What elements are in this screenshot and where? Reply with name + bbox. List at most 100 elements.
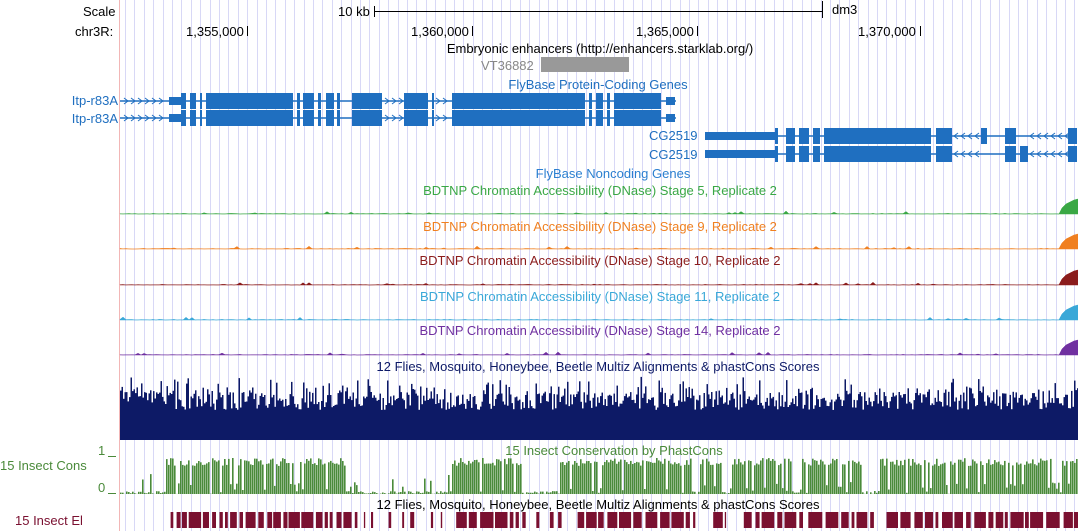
phastcons-score-bar [878,491,880,494]
phastcons-score-bar [700,464,702,494]
phastcons-score-bar [190,485,192,494]
multiz-score-bar [250,392,252,440]
multiz-score-bar [447,402,449,440]
conserved-elements-group[interactable] [170,512,1078,528]
phastcons-score-bar [654,462,656,494]
scale-bar [374,11,822,12]
multiz-score-bar [577,391,579,440]
guide-line [473,0,474,531]
exon-block [404,110,428,126]
phastcons-score-bar [486,463,488,494]
gene-model-group[interactable] [120,93,1077,162]
dnase-signal-group[interactable] [119,198,1078,356]
phastcons-score-bar [662,463,664,494]
phastcons-score-bar [902,465,904,494]
multiz-score-bar [192,398,194,440]
multiz-score-bar [946,405,948,440]
conserved-element [633,512,642,528]
phastcons-score-bar [240,459,242,494]
multiz-score-bar [1065,394,1067,440]
phastcons-score-bar [342,461,344,494]
phastcons-track-label[interactable]: 15 Insect Cons [0,458,87,473]
gene-models[interactable] [0,0,1078,170]
phastcons-score-bar [834,460,836,494]
multiz-score-bar [336,404,338,440]
phastcons-score-bar [870,492,872,494]
phastcons-score-bar [294,484,296,494]
guide-line [774,0,775,531]
multiz-signal-group[interactable] [120,376,1078,440]
multiz-score-bar [790,402,792,440]
guide-line [764,0,765,531]
multiz-score-bar [172,390,174,440]
multiz-score-bar [571,404,573,440]
phastcons-score-bar [604,462,606,494]
multiz-score-bar [483,390,485,440]
phastcons-score-bar [164,491,166,494]
multiz-score-bar [1066,394,1068,440]
enhancer-item-label[interactable]: VT36882 [481,58,534,73]
phastcons-score-bar [1044,460,1046,494]
multiz-score-bar [156,392,158,440]
conserved-element [468,512,477,528]
gene-label-cg2519[interactable]: CG2519 [649,128,698,143]
multiz-score-bar [712,407,714,440]
exon-block [824,128,931,144]
multiz-score-bar [730,394,732,440]
conserved-element [239,512,243,528]
multiz-score-bar [460,403,462,440]
multiz-score-bar [859,392,861,440]
elements-track-label[interactable]: 15 Insect El [15,513,83,528]
phastcons-score-bar [660,461,662,494]
phastcons-ymin: 0 [98,480,106,495]
multiz-score-bar [219,392,221,440]
phastcons-score-bar [846,492,848,494]
phastcons-signal-group[interactable] [120,458,1078,494]
multiz-score-bar [396,399,398,440]
gene-label-itp-r83a[interactable]: Itp-r83A [71,111,118,126]
phastcons-score-bar [668,460,670,494]
phastcons-score-bar [122,492,124,494]
multiz-score-bar [838,396,840,440]
exon-block [813,146,820,162]
guide-line [633,0,634,531]
multiz-score-bar [978,379,980,440]
assembly-label: dm3 [832,2,858,17]
multiz-score-bar [675,406,677,440]
phastcons-score-bar [602,465,604,494]
phastcons-score-bar [942,463,944,494]
multiz-score-bar [448,408,450,440]
phastcons-score-bar [1060,492,1062,494]
phastcons-score-bar [1052,482,1054,494]
phastcons-score-bar [650,462,652,494]
gene-label-itp-r83a[interactable]: Itp-r83A [71,93,118,108]
exon-block [666,97,675,105]
phastcons-score-bar [862,492,864,494]
multiz-score-bar [636,394,638,440]
phastcons-score-bar [372,491,374,494]
enhancer-item[interactable] [541,57,629,72]
exon-block [775,146,778,162]
multiz-score-bar [787,407,789,440]
gene-label-cg2519[interactable]: CG2519 [649,147,698,162]
phastcons-score-bar [330,460,332,494]
guide-line [586,0,587,531]
phastcons-score-bar [768,458,770,494]
multiz-score-bar [402,398,404,440]
strand-arrow [398,114,404,122]
multiz-score-bar [889,401,891,440]
multiz-score-bar [1047,402,1049,440]
multiz-score-bar [604,399,606,440]
guide-line [858,0,859,531]
multiz-score-bar [642,397,644,440]
exon-block [352,110,382,126]
protein-genes-track-title: FlyBase Protein-Coding Genes [508,77,688,92]
multiz-score-bar [747,399,749,440]
multiz-score-bar [1041,409,1043,440]
multiz-score-bar [394,400,396,440]
phastcons-score-bar [534,491,536,494]
phastcons-score-bar [824,464,826,494]
phastcons-score-bar [912,459,914,494]
